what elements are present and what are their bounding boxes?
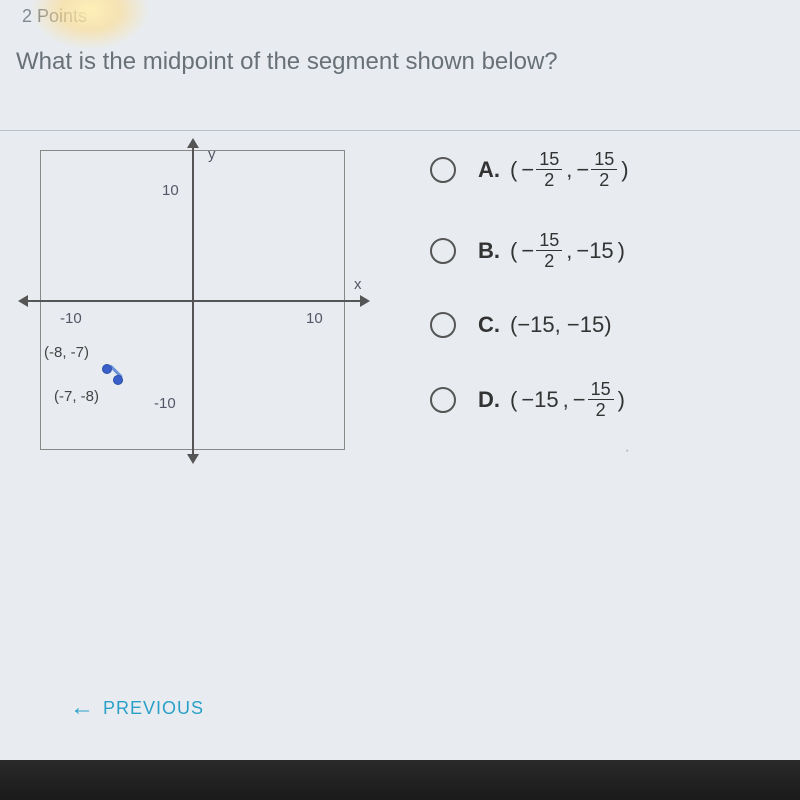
arrow-down-icon [187, 454, 199, 464]
tick [192, 262, 194, 272]
desk-edge [0, 760, 800, 800]
tick [208, 300, 218, 302]
fraction: 15 2 [591, 150, 617, 189]
answer-option-b[interactable]: B. (− 15 2 , −15 ) [430, 231, 790, 270]
previous-button[interactable]: ← PREVIOUS [70, 694, 204, 722]
point-1 [102, 364, 112, 374]
tick [176, 300, 186, 302]
answer-text: A. (− 15 2 , − 15 2 ) [478, 150, 629, 189]
radio-icon [430, 312, 456, 338]
xtick-neg: -10 [60, 310, 82, 327]
arrow-right-icon [360, 295, 370, 307]
tick [192, 360, 194, 370]
answer-letter: B. [478, 238, 500, 264]
previous-label: PREVIOUS [103, 698, 204, 719]
y-axis-label: y [208, 146, 216, 163]
fraction: 15 2 [536, 150, 562, 189]
tick [192, 284, 194, 294]
answer-option-a[interactable]: A. (− 15 2 , − 15 2 ) [430, 150, 790, 189]
tick [88, 300, 98, 302]
answer-letter: D. [478, 387, 500, 413]
x-axis-label: x [354, 276, 362, 293]
tick [110, 300, 120, 302]
answer-letter: A. [478, 157, 500, 183]
tick [252, 300, 262, 302]
tick [66, 300, 76, 302]
tick [192, 338, 194, 348]
tick [154, 300, 164, 302]
tick [192, 174, 194, 184]
question-text: What is the midpoint of the segment show… [16, 48, 558, 76]
arrow-left-icon: ← [70, 694, 95, 722]
point-2 [113, 375, 123, 385]
point-1-label: (-8, -7) [44, 344, 89, 361]
tick [192, 240, 194, 250]
answer-option-d[interactable]: D. ( −15 , − 15 2 ) [430, 380, 790, 419]
answer-choices: A. (− 15 2 , − 15 2 ) B. (− 15 2 , −15 [430, 150, 790, 461]
tick [318, 300, 328, 302]
fraction: 15 2 [588, 380, 614, 419]
divider [0, 130, 800, 131]
tick [230, 300, 240, 302]
fraction: 15 2 [536, 231, 562, 270]
stray-mark: · [625, 442, 630, 460]
tick [132, 300, 142, 302]
points-label: 2 Points [22, 6, 87, 27]
arrow-up-icon [187, 138, 199, 148]
radio-icon [430, 387, 456, 413]
ytick-pos: 10 [162, 182, 179, 199]
ytick-neg: -10 [154, 395, 176, 412]
tick [274, 300, 284, 302]
tick [192, 404, 194, 414]
tick [192, 196, 194, 206]
tick [192, 426, 194, 436]
x-axis [26, 300, 364, 302]
tick [192, 382, 194, 392]
tick [192, 218, 194, 228]
radio-icon [430, 238, 456, 264]
answer-letter: C. [478, 312, 500, 338]
arrow-left-icon [18, 295, 28, 307]
answer-text: D. ( −15 , − 15 2 ) [478, 380, 625, 419]
point-2-label: (-7, -8) [54, 388, 99, 405]
tick [192, 316, 194, 326]
answer-text: B. (− 15 2 , −15 ) [478, 231, 625, 270]
tick [296, 300, 306, 302]
answer-text: C. (−15, −15) [478, 312, 612, 338]
coordinate-graph: y x 10 -10 10 -10 (-8, -7) (-7, -8) [20, 140, 380, 460]
radio-icon [430, 157, 456, 183]
xtick-pos: 10 [306, 310, 323, 327]
answer-option-c[interactable]: C. (−15, −15) [430, 312, 790, 338]
